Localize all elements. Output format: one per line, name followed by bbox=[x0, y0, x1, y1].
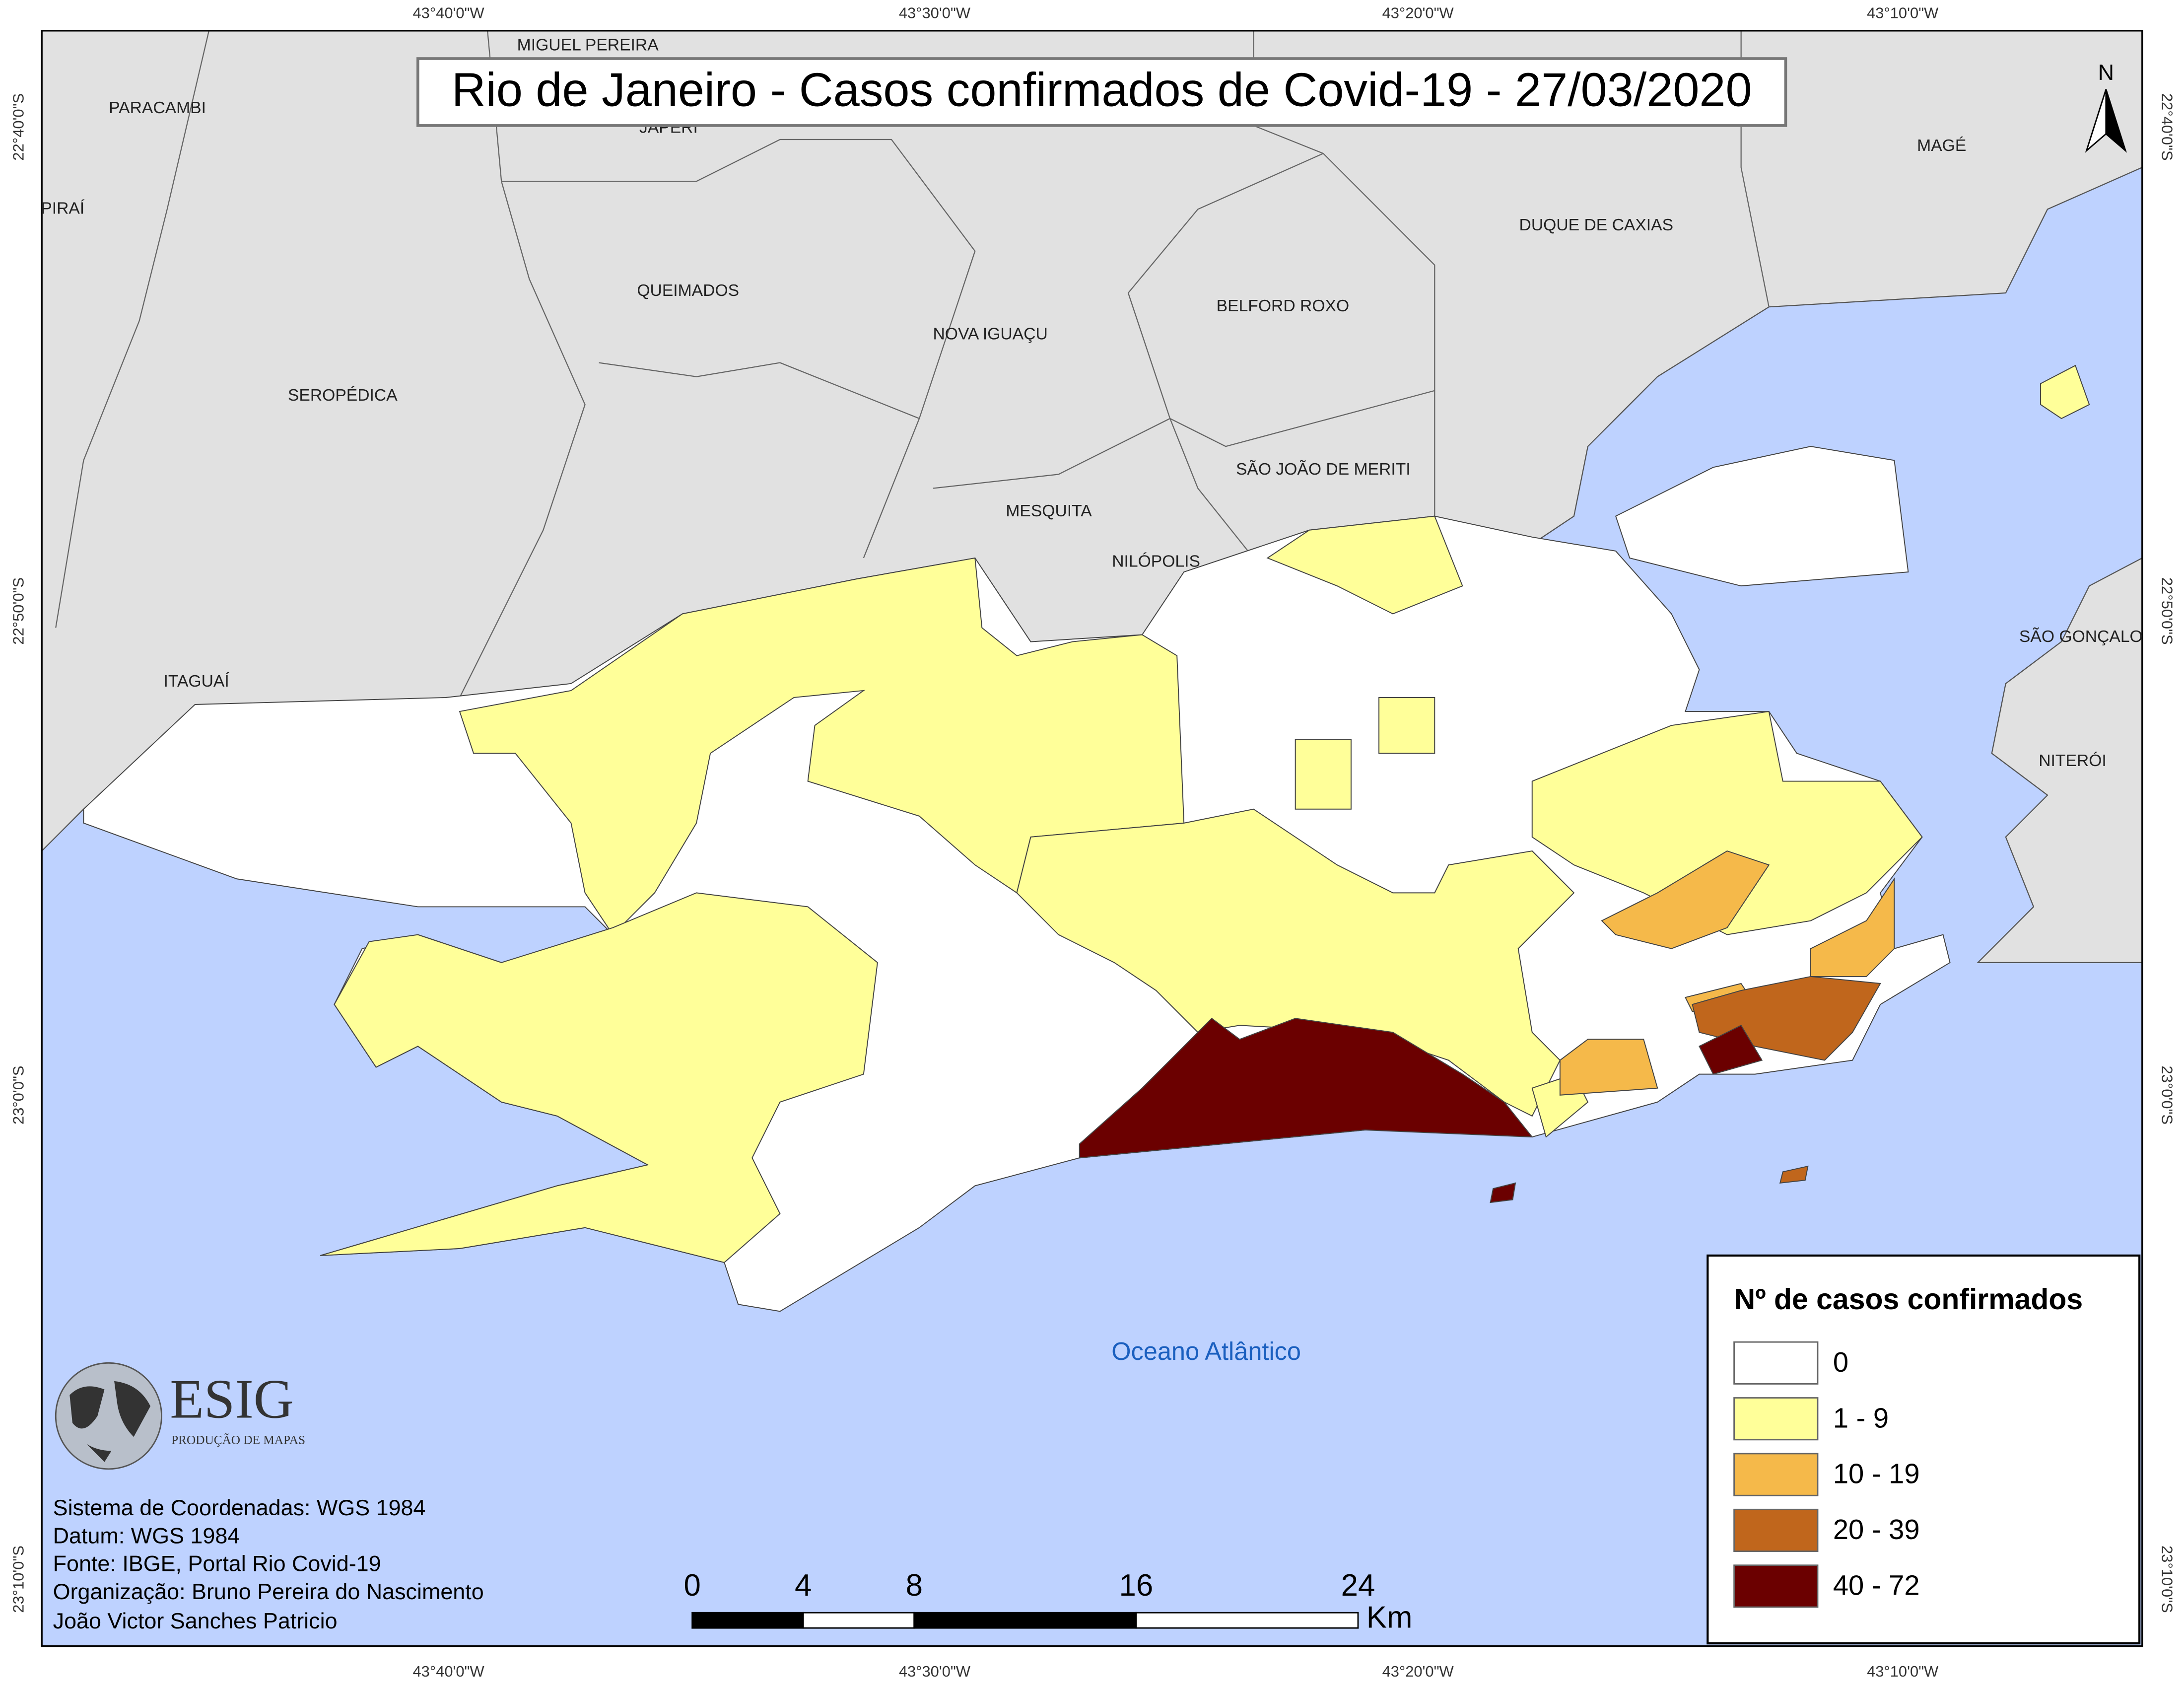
niteroi-land bbox=[1976, 557, 2143, 963]
place-label: SEROPÉDICA bbox=[288, 386, 398, 405]
legend-swatch bbox=[1733, 1453, 1819, 1496]
border bbox=[1127, 292, 1435, 447]
place-label: MESQUITA bbox=[1006, 502, 1092, 520]
latitude-label: 22°50'0"S bbox=[2158, 577, 2176, 645]
district bbox=[1266, 515, 1463, 615]
latitude-label: 22°40'0"S bbox=[2158, 93, 2176, 161]
arrow-half bbox=[2105, 89, 2127, 153]
longitude-label: 43°40'0"W bbox=[413, 1663, 485, 1680]
longitude-label: 43°20'0"W bbox=[1382, 4, 1454, 21]
note: Datum: WGS 1984 bbox=[53, 1523, 240, 1548]
legend-label: 10 - 19 bbox=[1833, 1458, 1920, 1489]
logo-continents bbox=[69, 1381, 151, 1462]
title: Rio de Janeiro - Casos confirmados de Co… bbox=[452, 64, 1752, 116]
place-label: NOVA IGUAÇU bbox=[933, 325, 1047, 343]
scale-label: 16 bbox=[1119, 1568, 1154, 1603]
latitude-label: 22°50'0"S bbox=[9, 577, 27, 645]
legend-swatch bbox=[1733, 1341, 1819, 1385]
logo-name: ESIG bbox=[170, 1368, 293, 1430]
note: Sistema de Coordenadas: WGS 1984 bbox=[53, 1495, 426, 1520]
border bbox=[459, 30, 586, 698]
district bbox=[1699, 1025, 1763, 1075]
place-label: NILÓPOLIS bbox=[1112, 552, 1200, 570]
place-label: MAGÉ bbox=[1917, 137, 1966, 155]
longitude-label: 43°40'0"W bbox=[413, 4, 485, 21]
place-labels: MIGUEL PEREIRA PARACAMBI JAPERI PIRAÍ MA… bbox=[41, 36, 2142, 771]
legend-label: 0 bbox=[1833, 1346, 1848, 1378]
district bbox=[1601, 850, 1770, 949]
place-label: BELFORD ROXO bbox=[1217, 297, 1350, 315]
place-label: SÃO GONÇALO bbox=[2019, 627, 2143, 646]
ocean-label: Oceano Atlântico bbox=[1111, 1337, 1301, 1365]
scale-label: 24 bbox=[1341, 1568, 1375, 1603]
frame bbox=[41, 30, 2143, 1647]
district bbox=[1490, 1182, 1516, 1203]
scale-segment bbox=[913, 1612, 1137, 1629]
scale-segment bbox=[1135, 1612, 1359, 1629]
longitude-label: 43°20'0"W bbox=[1382, 1663, 1454, 1680]
districts bbox=[83, 364, 2090, 1312]
legend-title: Nº de casos confirmados bbox=[1734, 1283, 2083, 1316]
latitude-label: 23°10'0"S bbox=[9, 1546, 27, 1613]
district bbox=[1079, 1017, 1533, 1159]
district bbox=[320, 892, 878, 1264]
district bbox=[2040, 364, 2090, 420]
scale-label: 0 bbox=[683, 1568, 700, 1603]
scale-label: 8 bbox=[906, 1568, 923, 1603]
legend: Nº de casos confirmados 0 1 - 9 10 - 19 20 … bbox=[1706, 1254, 2141, 1645]
notes: Sistema de Coordenadas: WGS 1984 Datum: … bbox=[53, 1495, 484, 1633]
longitude-label: 43°10'0"W bbox=[1867, 1663, 1939, 1680]
border bbox=[55, 30, 210, 628]
scale-unit: Km bbox=[1366, 1601, 1413, 1635]
border bbox=[599, 362, 920, 420]
district bbox=[459, 557, 1185, 936]
logo-subtitle: PRODUÇÃO DE MAPAS bbox=[171, 1433, 305, 1447]
district bbox=[1295, 739, 1352, 810]
logo: ESIG PRODUÇÃO DE MAPAS bbox=[55, 1362, 305, 1470]
note: Organização: Bruno Pereira do Nascimento bbox=[53, 1579, 484, 1604]
place-label: QUEIMADOS bbox=[637, 281, 739, 300]
longitude-label: 43°30'0"W bbox=[899, 4, 971, 21]
place-label: ITAGUAÍ bbox=[164, 672, 230, 691]
place-label: SÃO JOÃO DE MERITI bbox=[1236, 460, 1411, 479]
district bbox=[1531, 710, 1923, 935]
coordinates: 43°40'0"W 43°30'0"W 43°20'0"W 43°10'0"W … bbox=[9, 4, 2176, 1680]
latitude-label: 22°40'0"S bbox=[9, 93, 27, 161]
longitude-label: 43°10'0"W bbox=[1867, 4, 1939, 21]
note: Fonte: IBGE, Portal Rio Covid-19 bbox=[53, 1551, 381, 1576]
place-label: MIGUEL PEREIRA bbox=[517, 36, 659, 55]
scale-segment bbox=[691, 1612, 804, 1629]
legend-label: 20 - 39 bbox=[1833, 1514, 1920, 1545]
latitude-label: 23°10'0"S bbox=[2158, 1546, 2176, 1613]
legend-label: 40 - 72 bbox=[1833, 1569, 1920, 1601]
district bbox=[1779, 1165, 1809, 1184]
district bbox=[1559, 1039, 1658, 1096]
title-box bbox=[416, 57, 1787, 127]
longitude-label: 43°30'0"W bbox=[899, 1663, 971, 1680]
latitude-label: 23°0'0"S bbox=[2158, 1066, 2176, 1125]
legend-swatch bbox=[1733, 1564, 1819, 1608]
scale-label: 4 bbox=[795, 1568, 812, 1603]
place-label: PIRAÍ bbox=[41, 199, 85, 217]
north-arrow: N bbox=[2085, 60, 2127, 153]
latitude-label: 23°0'0"S bbox=[9, 1066, 27, 1125]
note: João Victor Sanches Patricio bbox=[53, 1608, 338, 1633]
district bbox=[1378, 697, 1435, 754]
legend-label: 1 - 9 bbox=[1833, 1402, 1889, 1433]
legend-swatch bbox=[1733, 1508, 1819, 1552]
scale-segment bbox=[802, 1612, 915, 1629]
border bbox=[1128, 153, 1324, 293]
legend-swatch bbox=[1733, 1397, 1819, 1441]
ilha-do-governador bbox=[1615, 446, 1909, 587]
place-label: DUQUE DE CAXIAS bbox=[1519, 216, 1674, 234]
north-label: N bbox=[2098, 60, 2114, 85]
place-label: PARACAMBI bbox=[109, 99, 206, 117]
place-label: NITERÓI bbox=[2039, 751, 2107, 770]
border bbox=[933, 418, 1254, 559]
